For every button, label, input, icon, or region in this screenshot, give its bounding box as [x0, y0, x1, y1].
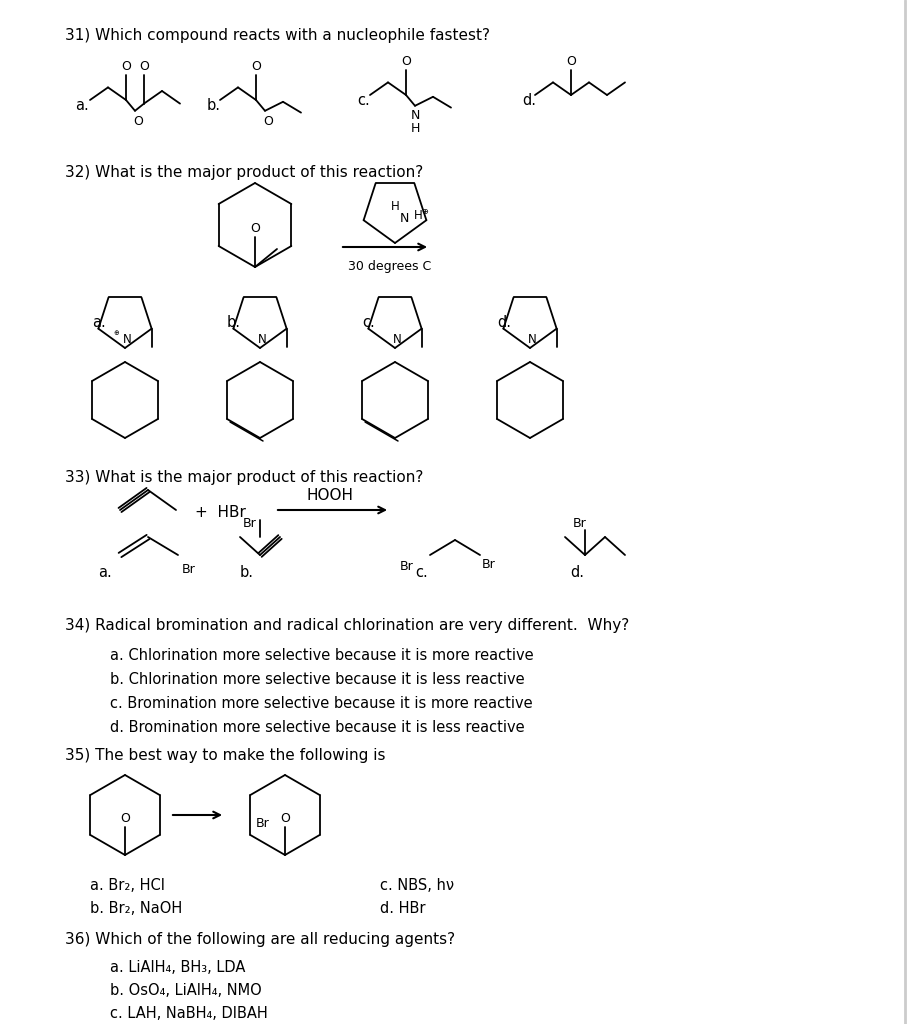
Text: O: O	[566, 55, 576, 68]
Text: N: N	[257, 333, 267, 346]
Text: d.: d.	[522, 93, 536, 108]
Text: 33) What is the major product of this reaction?: 33) What is the major product of this re…	[65, 470, 424, 485]
Text: d.: d.	[570, 565, 584, 580]
Text: c.: c.	[357, 93, 370, 108]
Text: d. Bromination more selective because it is less reactive: d. Bromination more selective because it…	[110, 720, 525, 735]
Text: $^{\oplus}$: $^{\oplus}$	[113, 330, 121, 340]
Text: O: O	[139, 59, 149, 73]
Text: O: O	[280, 812, 290, 825]
Text: a.: a.	[75, 98, 89, 113]
Text: a.: a.	[98, 565, 111, 580]
Text: b.: b.	[207, 98, 221, 113]
Text: d.: d.	[497, 315, 511, 330]
Text: c.: c.	[362, 315, 374, 330]
Text: d. HBr: d. HBr	[380, 901, 425, 916]
Text: Br: Br	[573, 517, 587, 530]
Text: a. Br₂, HCl: a. Br₂, HCl	[90, 878, 165, 893]
Text: a. Chlorination more selective because it is more reactive: a. Chlorination more selective because i…	[110, 648, 533, 663]
Text: 32) What is the major product of this reaction?: 32) What is the major product of this re…	[65, 165, 424, 180]
Text: b. Br₂, NaOH: b. Br₂, NaOH	[90, 901, 183, 916]
Text: Br: Br	[482, 558, 496, 571]
Text: b.: b.	[240, 565, 254, 580]
Text: O: O	[401, 55, 411, 68]
Text: 30 degrees C: 30 degrees C	[348, 260, 431, 273]
Text: Br: Br	[399, 560, 413, 573]
Text: N: N	[393, 333, 402, 346]
Text: a.: a.	[92, 315, 106, 330]
Text: +  HBr: + HBr	[195, 505, 246, 520]
Text: O: O	[133, 115, 143, 128]
Text: Br: Br	[182, 563, 195, 575]
Text: N: N	[122, 333, 131, 346]
Text: 35) The best way to make the following is: 35) The best way to make the following i…	[65, 748, 385, 763]
Text: N: N	[410, 110, 420, 123]
Text: a. LiAlH₄, BH₃, LDA: a. LiAlH₄, BH₃, LDA	[110, 961, 246, 975]
Text: b. Chlorination more selective because it is less reactive: b. Chlorination more selective because i…	[110, 672, 525, 687]
Text: Br: Br	[243, 517, 257, 530]
Text: Br: Br	[256, 817, 269, 830]
Text: b. OsO₄, LiAlH₄, NMO: b. OsO₄, LiAlH₄, NMO	[110, 983, 262, 998]
Text: 36) Which of the following are all reducing agents?: 36) Which of the following are all reduc…	[65, 932, 455, 947]
Text: HOOH: HOOH	[307, 488, 353, 503]
Text: O: O	[264, 115, 274, 128]
Text: H: H	[391, 200, 399, 213]
Text: N: N	[528, 333, 536, 346]
Text: c.: c.	[415, 565, 428, 580]
Text: 34) Radical bromination and radical chlorination are very different.  Why?: 34) Radical bromination and radical chlo…	[65, 618, 629, 633]
Text: H$^{\oplus}$: H$^{\oplus}$	[413, 209, 430, 223]
Text: O: O	[250, 222, 260, 234]
Text: c. Bromination more selective because it is more reactive: c. Bromination more selective because it…	[110, 696, 532, 711]
Text: c. NBS, hν: c. NBS, hν	[380, 878, 454, 893]
Text: N: N	[400, 212, 409, 225]
Text: O: O	[121, 812, 130, 825]
Text: 31) Which compound reacts with a nucleophile fastest?: 31) Which compound reacts with a nucleop…	[65, 28, 490, 43]
Text: O: O	[251, 59, 261, 73]
Text: b.: b.	[227, 315, 241, 330]
Text: O: O	[121, 59, 131, 73]
Text: H: H	[410, 122, 420, 135]
Text: c. LAH, NaBH₄, DIBAH: c. LAH, NaBH₄, DIBAH	[110, 1006, 268, 1021]
